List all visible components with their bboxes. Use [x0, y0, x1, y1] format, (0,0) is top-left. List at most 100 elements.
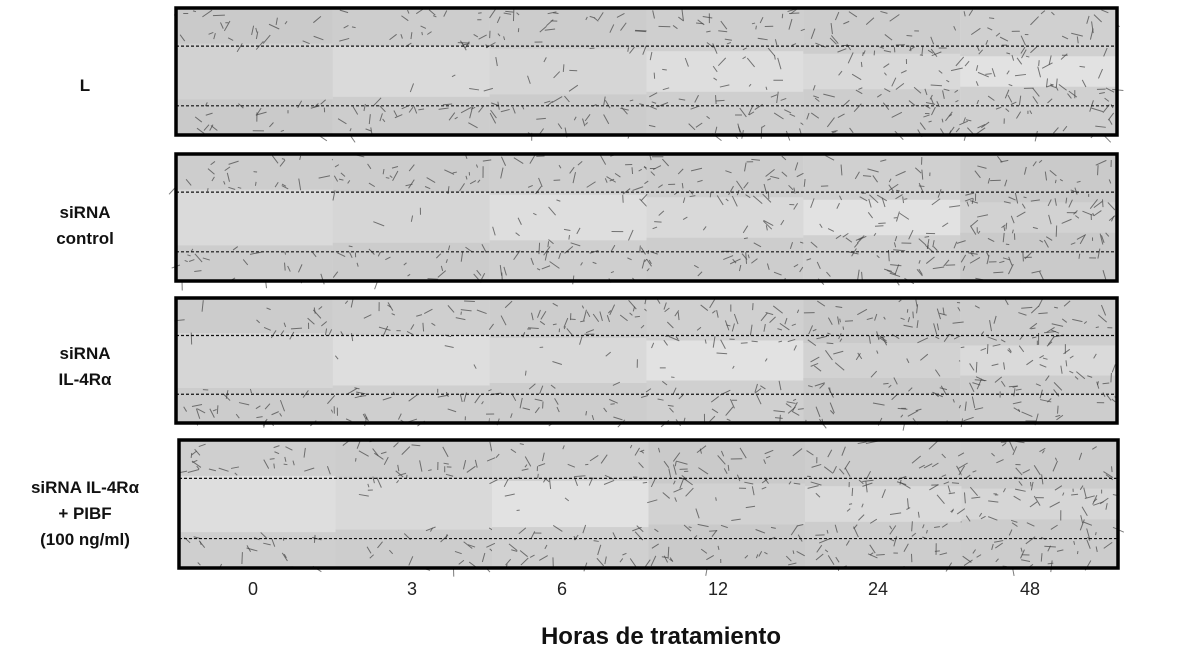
cell: [952, 483, 959, 484]
cell-band: [333, 154, 490, 192]
column-label: 48: [1020, 579, 1040, 599]
cell: [919, 186, 925, 187]
cell: [255, 182, 256, 186]
cell: [386, 178, 390, 179]
cell-band: [492, 527, 649, 568]
cell-band: [333, 97, 490, 135]
column-label: 3: [407, 579, 417, 599]
cell: [876, 555, 885, 556]
cell: [756, 26, 757, 30]
row-label: L: [80, 76, 90, 95]
row-label: siRNA IL-4Rα: [31, 478, 140, 497]
column-label: 24: [868, 579, 888, 599]
cell: [925, 237, 929, 238]
cell: [461, 312, 462, 315]
cell-band: [176, 298, 333, 333]
cell-band: [179, 532, 336, 568]
cell: [191, 453, 192, 458]
cell-band: [803, 235, 960, 281]
row-label: siRNA: [59, 344, 110, 363]
cell-band: [962, 519, 1119, 568]
cell: [1030, 482, 1031, 486]
cell-band: [960, 87, 1117, 135]
cell: [862, 272, 863, 280]
cell-band: [333, 386, 490, 424]
cell: [1095, 532, 1096, 535]
cell-band: [333, 8, 490, 46]
cell: [285, 263, 286, 271]
cell: [993, 272, 1003, 273]
cell-band: [803, 298, 960, 343]
cell: [1055, 180, 1056, 183]
cell: [284, 464, 288, 465]
cell: [840, 319, 841, 323]
cell-band: [647, 298, 804, 341]
cell: [920, 55, 923, 56]
cell: [208, 188, 209, 191]
cell: [464, 301, 475, 302]
cell: [961, 347, 965, 348]
cell: [356, 458, 357, 461]
cell: [662, 69, 667, 70]
cell-band: [490, 154, 647, 195]
cell: [610, 404, 614, 405]
cell: [1112, 466, 1113, 472]
cell: [1111, 373, 1112, 382]
cell: [569, 235, 570, 240]
column-label: 6: [557, 579, 567, 599]
cell: [976, 362, 977, 373]
cell: [1080, 66, 1085, 67]
panel: [174, 298, 1117, 431]
cell: [525, 371, 526, 376]
cell-band: [647, 92, 804, 135]
cell: [717, 353, 728, 354]
cell: [1006, 223, 1007, 230]
cell: [1024, 197, 1027, 198]
cell: [1023, 252, 1024, 261]
cell: [1102, 199, 1103, 207]
cell-band: [960, 154, 1117, 202]
cell-band: [649, 524, 806, 568]
cell: [539, 243, 540, 254]
cell: [861, 62, 862, 67]
cell: [716, 95, 717, 104]
axis-title: Horas de tratamiento: [541, 623, 781, 650]
cell: [632, 167, 633, 174]
cell-band: [176, 8, 333, 44]
cell-band: [490, 298, 647, 338]
cell: [668, 547, 669, 559]
row-label: + PIBF: [58, 504, 111, 523]
cell: [716, 100, 725, 101]
cell-band: [336, 440, 493, 478]
cell-band: [647, 154, 804, 197]
cell: [728, 465, 729, 471]
cell: [775, 418, 783, 419]
row-label: IL-4Rα: [59, 370, 113, 389]
cell: [875, 226, 883, 227]
cell: [635, 316, 640, 317]
cell: [563, 64, 564, 72]
row-label: (100 ng/ml): [40, 530, 130, 549]
cell: [1098, 165, 1099, 175]
cell: [538, 474, 539, 479]
cell: [1058, 406, 1059, 414]
cell: [689, 527, 692, 528]
cell: [989, 18, 994, 19]
cell: [422, 32, 423, 35]
cell: [1039, 60, 1040, 66]
cell: [849, 504, 852, 505]
panel: [179, 440, 1124, 577]
cell: [682, 183, 683, 188]
cell-band: [649, 440, 806, 484]
cell: [843, 326, 844, 329]
cell: [274, 464, 275, 469]
cell: [827, 343, 834, 344]
cell-band: [803, 8, 960, 54]
cell-band: [176, 245, 333, 281]
row-label: siRNA: [59, 203, 110, 222]
cell: [863, 52, 864, 56]
cell: [913, 312, 914, 319]
cell: [852, 488, 853, 496]
cell-band: [962, 440, 1119, 489]
cell-band: [960, 376, 1117, 424]
